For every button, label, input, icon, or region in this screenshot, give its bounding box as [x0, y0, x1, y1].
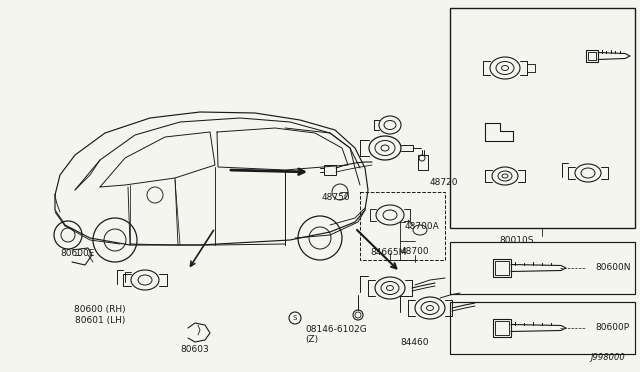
Bar [495, 261, 509, 275]
Text: 84665M: 84665M [370, 248, 406, 257]
Bar [450, 242, 635, 294]
Text: 48750: 48750 [321, 193, 350, 202]
Bar [495, 321, 509, 335]
Text: 08146-6102G
(Z): 08146-6102G (Z) [305, 325, 367, 344]
Text: 80600N: 80600N [595, 263, 630, 273]
Text: 80600 (RH): 80600 (RH) [74, 305, 126, 314]
Text: 84460: 84460 [401, 338, 429, 347]
Text: 80603: 80603 [180, 345, 209, 354]
Text: 80600P: 80600P [595, 324, 629, 333]
Text: J998000: J998000 [590, 353, 625, 362]
Text: 48720: 48720 [430, 178, 458, 187]
Bar [418, 155, 428, 170]
Bar [586, 50, 598, 62]
Bar [493, 259, 511, 277]
Bar [324, 165, 336, 175]
Bar [360, 192, 445, 260]
Bar [588, 52, 596, 60]
Text: S: S [293, 315, 297, 321]
Text: 80010S: 80010S [500, 236, 534, 245]
Bar [450, 8, 635, 228]
Text: 80601 (LH): 80601 (LH) [75, 316, 125, 325]
Text: 80600E: 80600E [60, 248, 94, 257]
Bar [493, 319, 511, 337]
Text: 48700: 48700 [401, 247, 429, 256]
Bar [450, 302, 635, 354]
Text: 48700A: 48700A [405, 222, 440, 231]
